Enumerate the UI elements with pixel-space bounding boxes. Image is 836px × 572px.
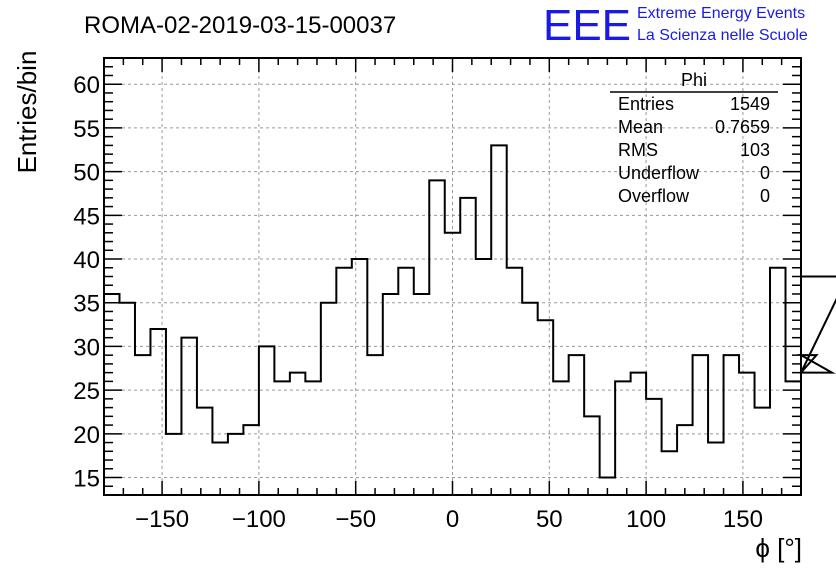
stats-label-entries: Entries: [618, 94, 674, 114]
stats-label-overflow: Overflow: [618, 186, 690, 206]
stats-value-entries: 1549: [730, 94, 770, 114]
x-tick-label: −50: [335, 506, 376, 533]
stats-value-underflow: 0: [760, 163, 770, 183]
x-tick-label: −150: [135, 506, 189, 533]
y-tick-label: 45: [73, 203, 100, 230]
y-axis-label: Entries/bin: [12, 51, 42, 174]
x-tick-label: 0: [446, 506, 459, 533]
y-tick-label: 35: [73, 291, 100, 318]
stats-label-mean: Mean: [618, 117, 663, 137]
y-tick-label: 30: [73, 334, 100, 361]
x-tick-label: 50: [536, 506, 563, 533]
stats-value-overflow: 0: [760, 186, 770, 206]
x-tick-label: 100: [626, 506, 666, 533]
y-tick-label: 60: [73, 72, 100, 99]
axis-ticks: [104, 58, 801, 495]
stats-box: Phi Entries 1549 Mean 0.7659 RMS 103 Und…: [610, 70, 778, 206]
x-tick-labels: −150 −100 −50 0 50 100 150: [135, 506, 763, 533]
x-axis-label: ϕ [°]: [755, 533, 802, 563]
stats-label-rms: RMS: [618, 140, 658, 160]
histogram-line: [104, 144, 836, 495]
y-tick-label: 55: [73, 116, 100, 143]
logo-line-1: Extreme Energy Events: [637, 5, 805, 22]
stats-label-underflow: Underflow: [618, 163, 700, 183]
y-tick-label: 50: [73, 160, 100, 187]
y-tick-label: 25: [73, 378, 100, 405]
eee-logo: EEE: [543, 1, 631, 50]
y-tick-label: 40: [73, 247, 100, 274]
x-tick-label: 150: [723, 506, 763, 533]
y-tick-label: 15: [73, 466, 100, 493]
run-title: ROMA-02-2019-03-15-00037: [84, 12, 396, 39]
x-tick-label: −100: [232, 506, 286, 533]
stats-value-rms: 103: [740, 140, 770, 160]
stats-title: Phi: [681, 70, 707, 90]
y-tick-labels: 15 20 25 30 35 40 45 50 55 60: [73, 72, 100, 492]
logo-line-2: La Scienza nelle Scuole: [637, 27, 808, 44]
stats-value-mean: 0.7659: [715, 117, 770, 137]
grid-lines: [104, 58, 801, 495]
y-tick-label: 20: [73, 422, 100, 449]
